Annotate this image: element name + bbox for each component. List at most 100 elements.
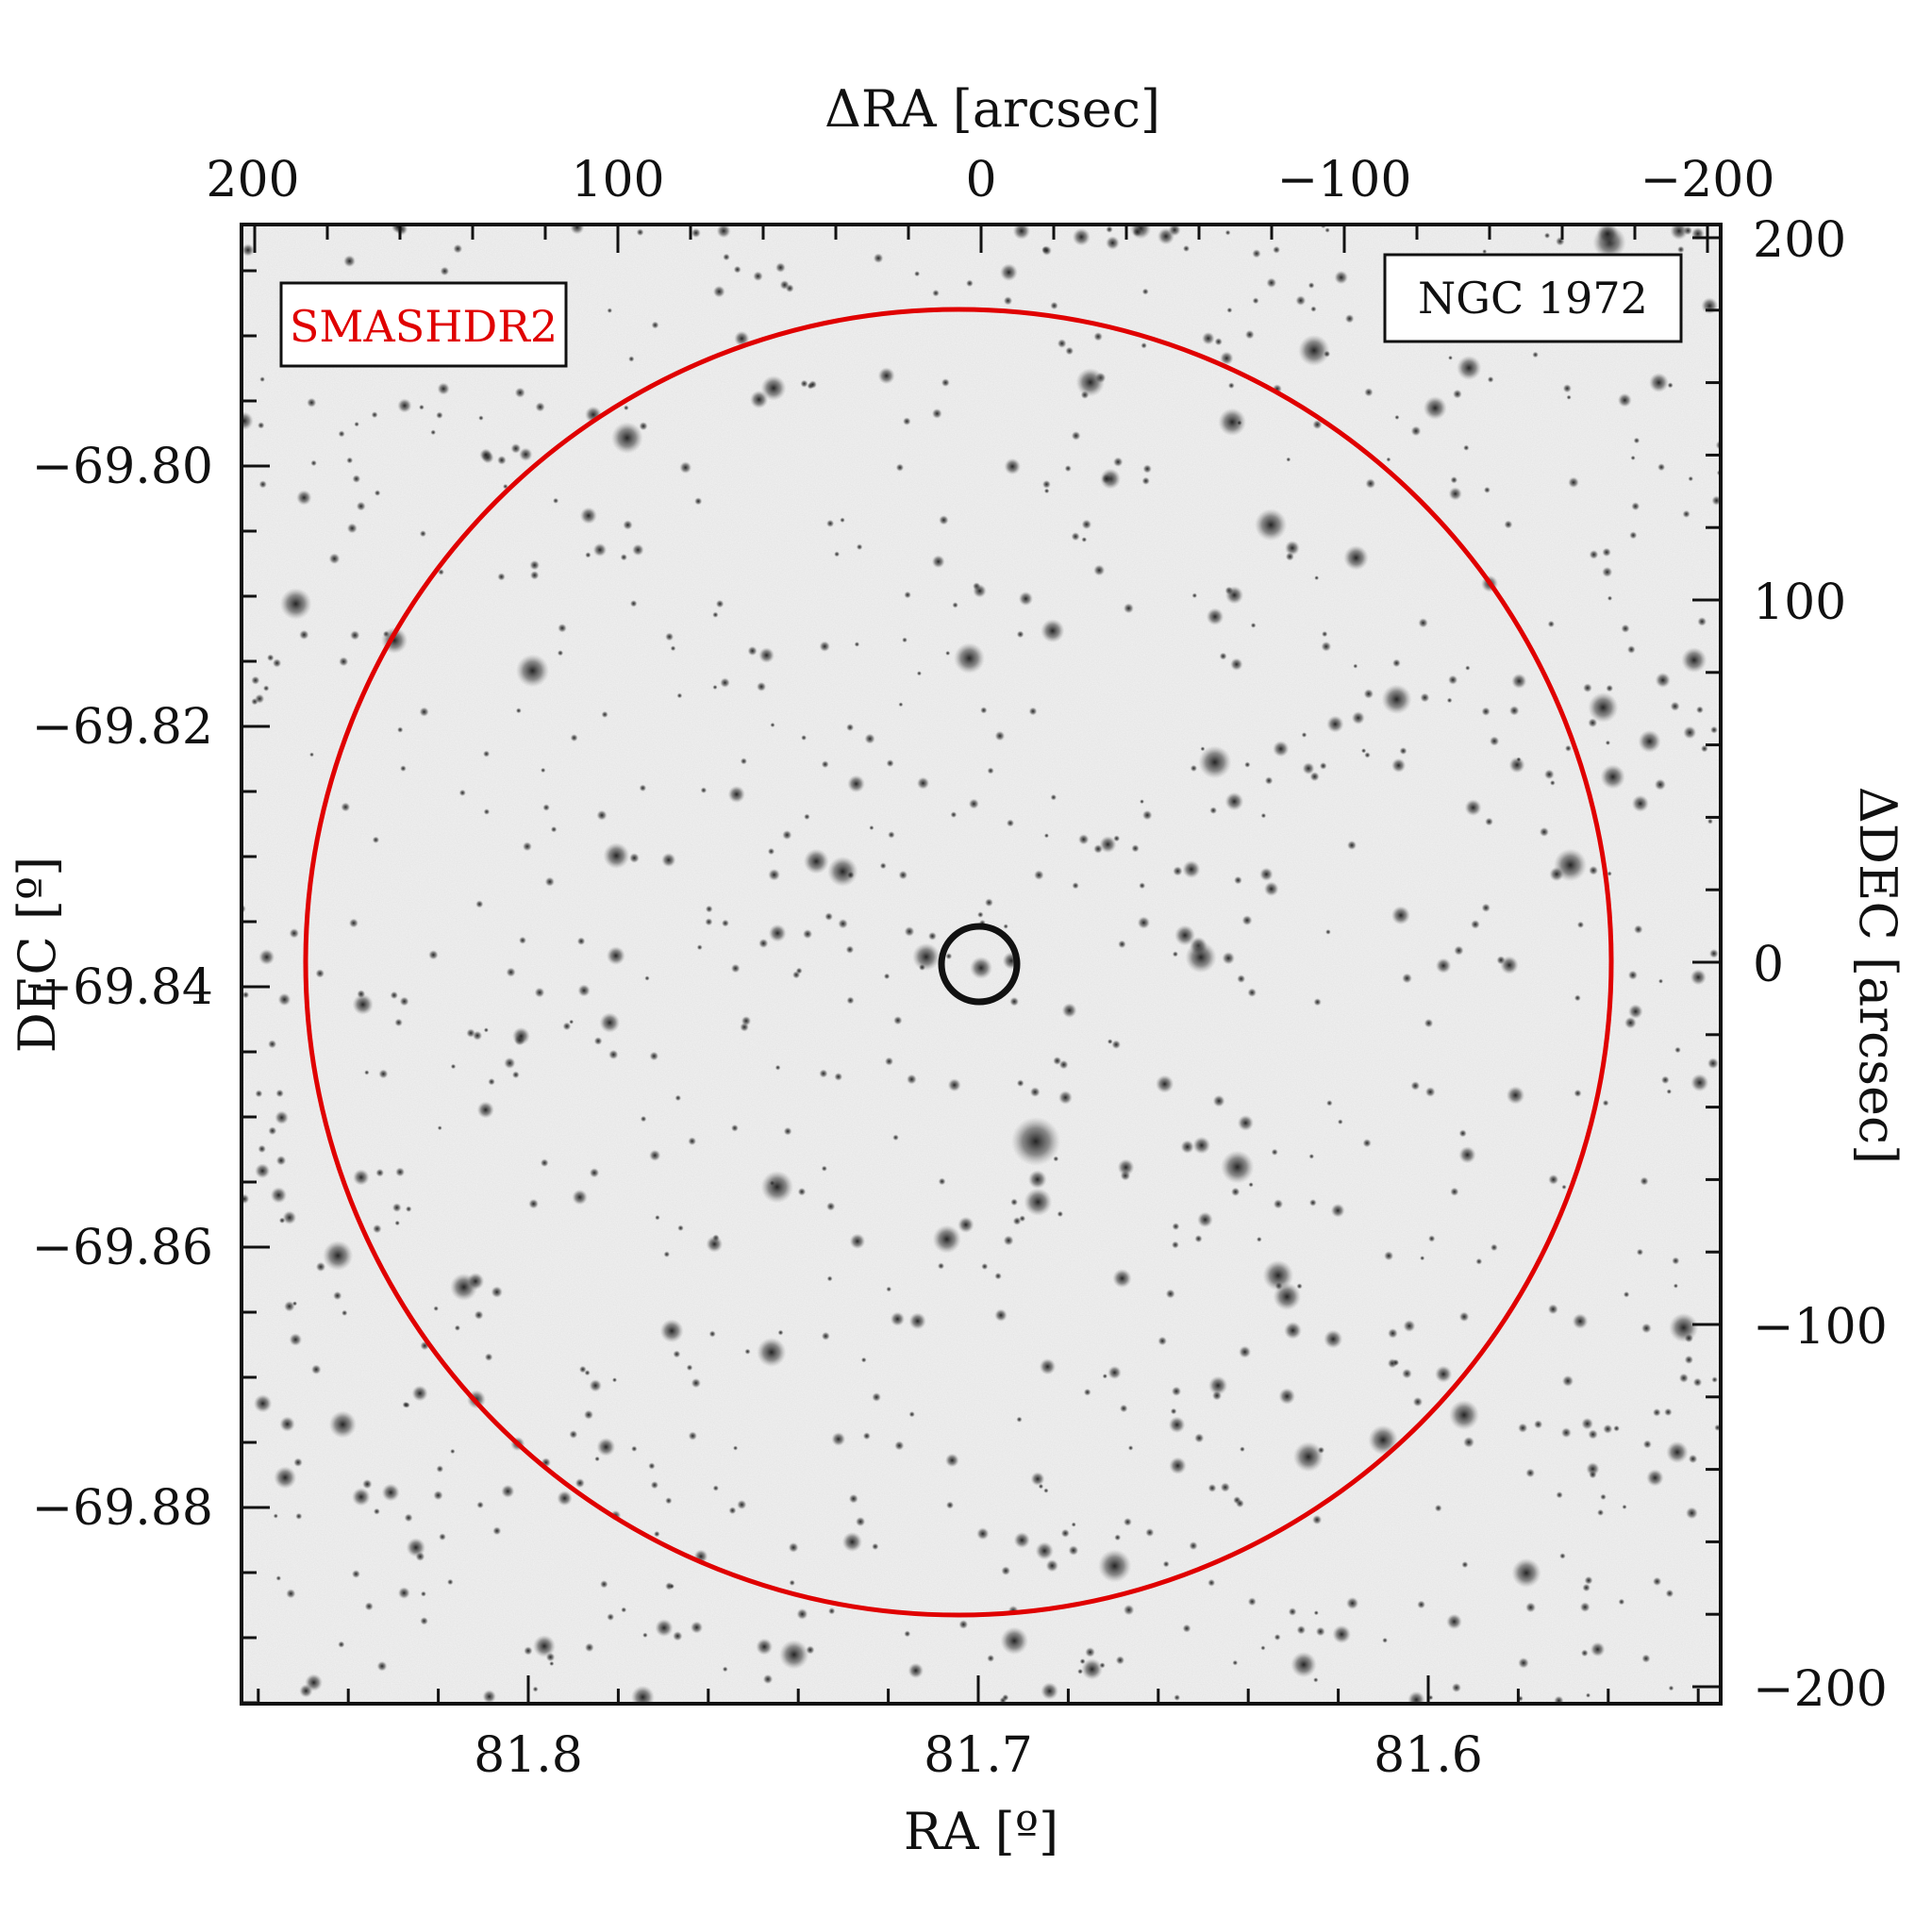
star [973,584,987,598]
star [528,1198,539,1209]
star [804,813,810,821]
star [1182,860,1201,878]
star [1252,249,1261,258]
star [1132,226,1142,238]
right-tick-label: 100 [1753,575,1846,631]
star [1710,725,1718,734]
star [730,963,741,974]
star [1083,1388,1091,1396]
star [373,1507,380,1515]
star [700,787,708,793]
star [529,559,540,571]
star [1307,282,1315,289]
star [676,692,683,699]
star [976,1527,990,1541]
star [628,356,635,362]
star [1384,1251,1394,1261]
star [266,654,275,661]
star [1334,270,1348,285]
survey-label: SMASHDR2 [290,301,558,352]
star [1292,1441,1324,1473]
star [1582,1583,1591,1592]
star [1364,752,1371,758]
star [608,1049,619,1060]
right-tick-label: 0 [1753,937,1784,993]
star [1168,1416,1186,1434]
star [1165,1289,1175,1299]
star [476,1101,494,1119]
star [826,1202,836,1211]
star [309,752,314,758]
star [1666,1441,1689,1464]
star [1214,338,1223,346]
star [912,942,941,971]
star [642,1632,648,1639]
star [1298,334,1330,367]
star [607,1613,615,1622]
star [1407,1690,1425,1704]
star [916,671,923,676]
star [1006,819,1015,827]
star [1603,1424,1613,1434]
star [275,1110,289,1124]
star [968,798,979,809]
star [1137,916,1151,929]
star [1288,1607,1297,1616]
star [1576,921,1585,928]
star [1045,1559,1059,1573]
star [890,1311,906,1326]
star [1003,1235,1014,1246]
star [621,1607,627,1613]
top-axis-title: ΔRA [arcsec] [824,79,1160,139]
bottom-axis-title: RA [º] [904,1802,1058,1861]
star [570,734,578,742]
star [677,1224,684,1232]
star [892,1134,899,1141]
star [1308,1199,1317,1207]
star [515,708,522,714]
star [362,1479,373,1490]
star [1677,245,1685,254]
star [1057,339,1067,348]
star [1434,1504,1442,1512]
star [1078,834,1090,845]
star [629,853,640,863]
star [1058,1091,1073,1105]
star [1516,757,1522,762]
star [655,1214,660,1221]
star [357,990,366,999]
star [1324,1329,1343,1349]
star [1420,692,1430,703]
star [553,497,559,504]
star [1244,761,1251,768]
star [1156,1074,1174,1093]
star [659,1319,684,1343]
star [1009,996,1020,1007]
star [1392,658,1401,668]
star [669,1583,675,1590]
star [1235,1499,1244,1508]
star [1072,882,1079,890]
bright-source [970,957,992,979]
star [731,1124,739,1132]
star [720,677,730,688]
star [1672,1257,1680,1265]
star [665,1497,673,1505]
star [733,265,741,274]
star [1588,691,1619,724]
star [690,1621,704,1634]
star [356,501,366,511]
star [428,950,439,960]
star [981,1262,989,1271]
star [268,1040,277,1049]
star [987,1654,995,1662]
star [1548,1174,1559,1185]
star [1224,791,1244,811]
star [1131,844,1140,853]
star [828,1607,836,1615]
star [931,555,945,569]
star [419,707,429,717]
star [1039,1358,1057,1375]
star [1627,970,1638,980]
star [1093,332,1103,341]
